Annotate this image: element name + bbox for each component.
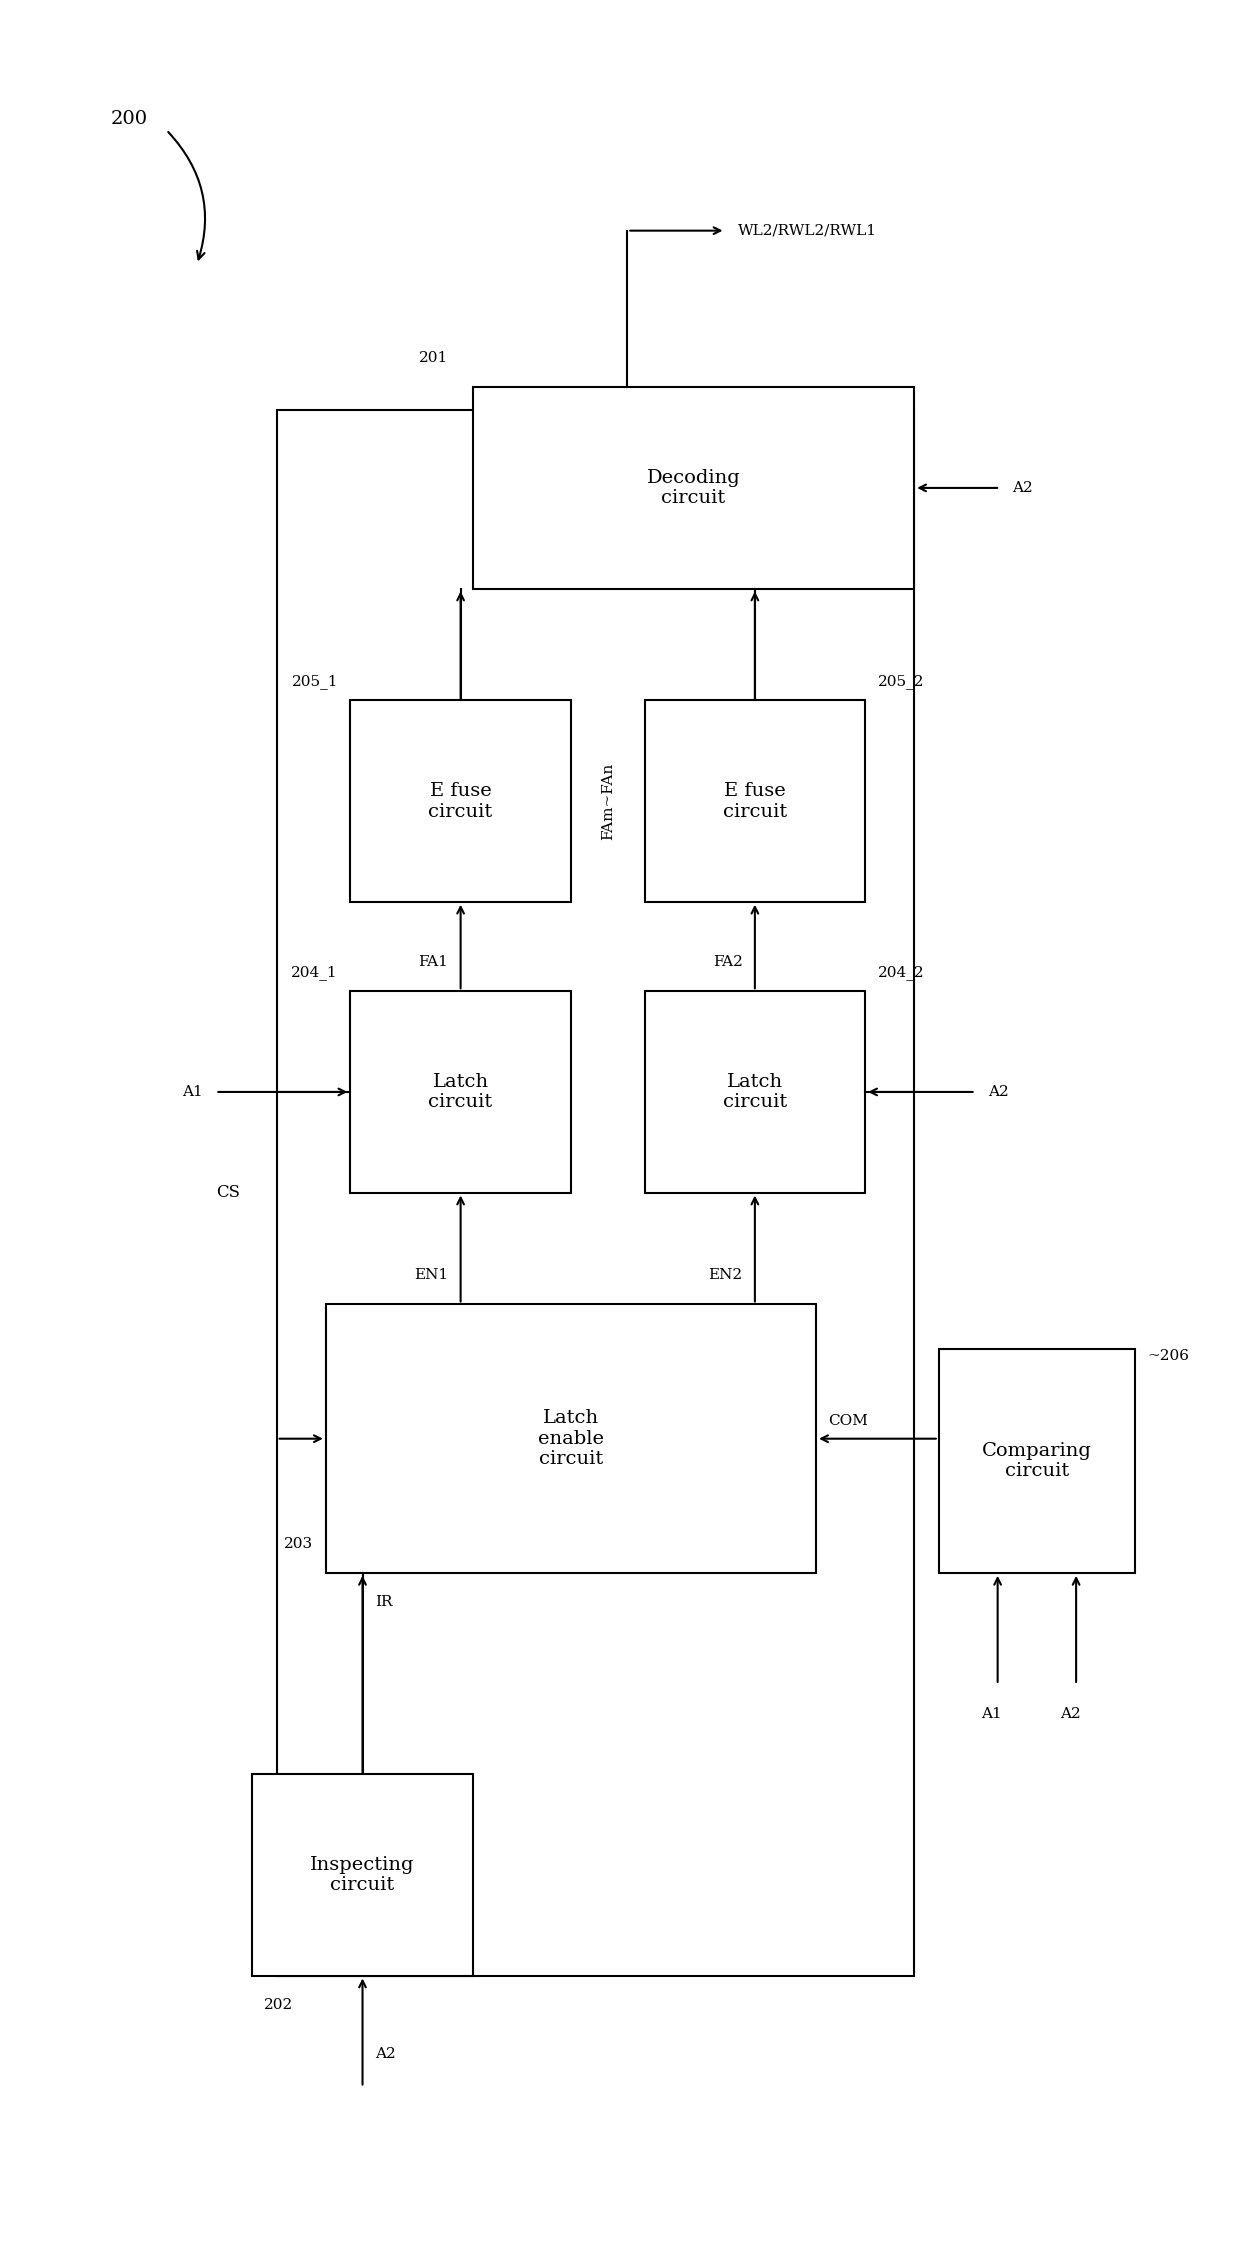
Text: E fuse
circuit: E fuse circuit xyxy=(429,781,492,822)
Text: A2: A2 xyxy=(988,1085,1008,1098)
Text: Latch
circuit: Latch circuit xyxy=(723,1071,787,1112)
Text: FAm~FAn: FAm~FAn xyxy=(600,763,615,840)
Text: Decoding
circuit: Decoding circuit xyxy=(647,468,740,506)
Text: 204_1: 204_1 xyxy=(291,966,339,979)
Text: 200: 200 xyxy=(112,110,148,128)
Text: 201: 201 xyxy=(419,351,449,365)
Text: A2: A2 xyxy=(1012,482,1033,495)
Bar xyxy=(645,700,866,903)
Bar xyxy=(472,387,914,588)
Text: Latch
circuit: Latch circuit xyxy=(429,1071,492,1112)
Text: 204_2: 204_2 xyxy=(878,966,924,979)
Text: EN1: EN1 xyxy=(414,1267,449,1283)
Text: Latch
enable
circuit: Latch enable circuit xyxy=(538,1409,604,1468)
Text: FA1: FA1 xyxy=(418,954,449,968)
Text: WL2/RWL2/RWL1: WL2/RWL2/RWL1 xyxy=(738,223,877,239)
Text: A2: A2 xyxy=(1060,1706,1080,1722)
Text: Comparing
circuit: Comparing circuit xyxy=(982,1441,1091,1481)
Bar xyxy=(326,1306,816,1573)
Text: A2: A2 xyxy=(374,2046,396,2062)
Text: 205_2: 205_2 xyxy=(878,675,924,689)
Bar xyxy=(277,410,914,1976)
Text: 202: 202 xyxy=(264,1999,294,2012)
Text: COM: COM xyxy=(828,1414,868,1427)
Text: E fuse
circuit: E fuse circuit xyxy=(723,781,787,822)
Bar xyxy=(350,990,570,1193)
Text: A1: A1 xyxy=(981,1706,1002,1722)
Text: 203: 203 xyxy=(284,1537,314,1551)
Text: ~206: ~206 xyxy=(1147,1348,1189,1364)
Bar xyxy=(939,1348,1135,1573)
Text: A1: A1 xyxy=(182,1085,203,1098)
Bar xyxy=(645,990,866,1193)
Text: EN2: EN2 xyxy=(708,1267,743,1283)
Text: Inspecting
circuit: Inspecting circuit xyxy=(310,1855,414,1895)
Text: CS: CS xyxy=(216,1184,239,1202)
Text: IR: IR xyxy=(374,1596,392,1609)
Bar xyxy=(350,700,570,903)
Text: 205_1: 205_1 xyxy=(291,675,339,689)
Text: FA2: FA2 xyxy=(713,954,743,968)
Bar xyxy=(252,1774,472,1976)
